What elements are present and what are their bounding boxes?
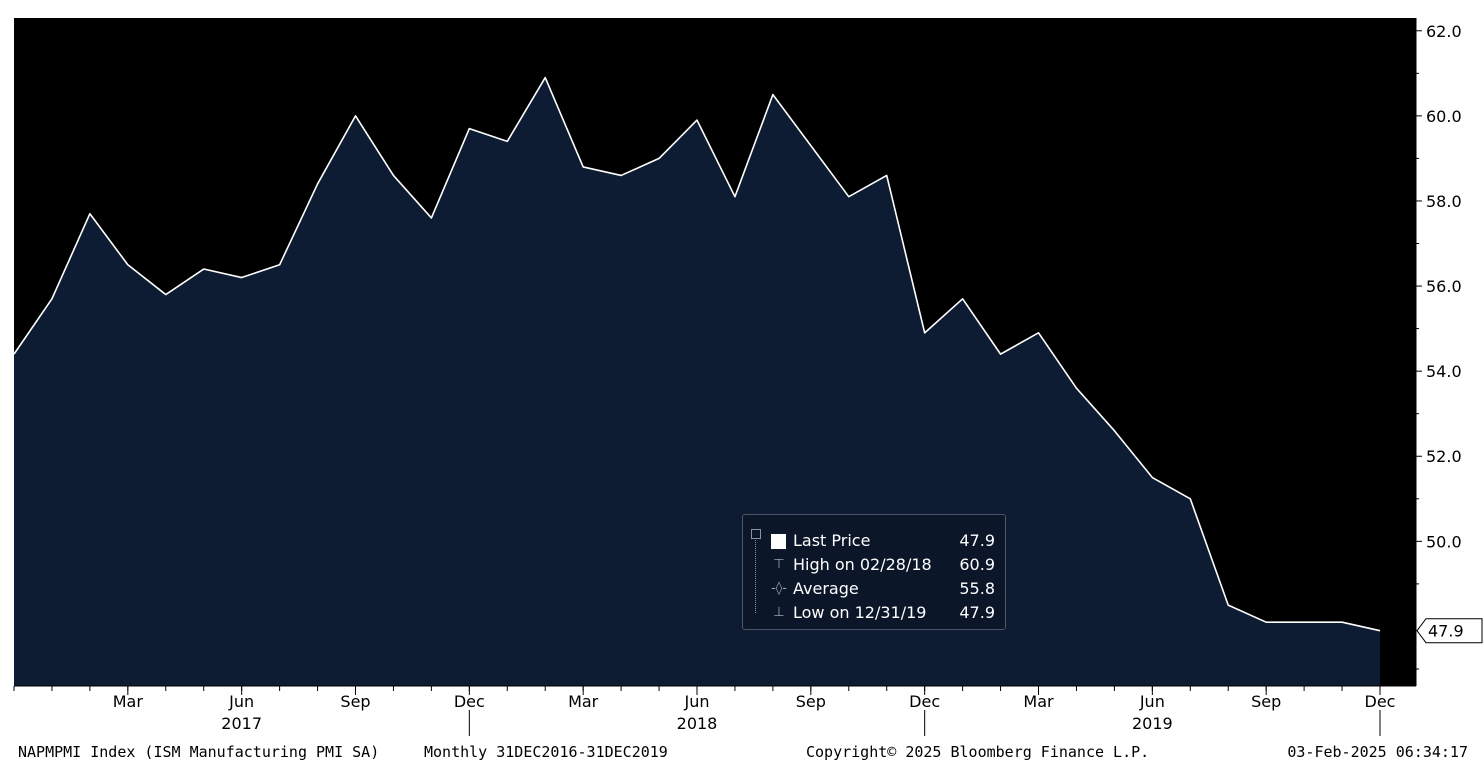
footer-period: Monthly 31DEC2016-31DEC2019 [424,743,668,761]
legend-entry-low: ⊥ Low on 12/31/19 47.9 [743,601,1005,625]
x-tick-label: Jun [684,692,710,711]
y-tick-label: 60.0 [1426,107,1462,126]
average-marker-icon: -◊- [771,581,787,596]
x-tick-label: Mar [1023,692,1054,711]
x-tick-label: Jun [1139,692,1165,711]
y-tick-label: 50.0 [1426,532,1462,551]
x-tick-label: Mar [568,692,599,711]
footer-ticker: NAPMPMI Index (ISM Manufacturing PMI SA) [18,743,380,761]
chart-svg: 62.0 60.0 58.0 56.0 54.0 52.0 50.0 47.9 Mar Jun Se… [13,18,1483,736]
legend-tree-line [755,529,766,613]
legend-label: Average [793,579,859,598]
legend-value: 47.9 [959,531,995,550]
x-tick-label: Mar [113,692,144,711]
area-fill [14,77,1380,686]
axis-layer: 62.0 60.0 58.0 56.0 54.0 52.0 50.0 47.9 Mar Jun Se… [13,18,1483,736]
x-tick-label: Jun [228,692,254,711]
x-tick-label: Sep [796,692,826,711]
y-tick-label: 62.0 [1426,22,1462,41]
footer-copyright: Copyright© 2025 Bloomberg Finance L.P. [806,743,1150,761]
area-layer [13,76,1381,686]
year-label: 2018 [677,714,718,733]
y-tick-label: 52.0 [1426,447,1462,466]
chart-legend: Last Price 47.9 ⊤ High on 02/28/18 60.9 … [742,514,1006,630]
legend-label: Last Price [793,531,871,550]
legend-entry-average: -◊- Average 55.8 [743,577,1005,601]
legend-entry-high: ⊤ High on 02/28/18 60.9 [743,553,1005,577]
y-tick-label: 54.0 [1426,362,1462,381]
y-tick-label: 56.0 [1426,277,1462,296]
legend-entry-last-price: Last Price 47.9 [743,529,1005,553]
legend-collapse-icon[interactable] [751,529,761,539]
legend-label: High on 02/28/18 [793,555,932,574]
high-marker-icon: ⊤ [773,557,785,572]
legend-label: Low on 12/31/19 [793,603,927,622]
x-tick-label: Sep [1251,692,1281,711]
year-label: 2017 [221,714,262,733]
x-tick-label: Dec [1365,692,1396,711]
low-marker-icon: ⊥ [773,605,785,620]
last-value-label: 47.9 [1428,622,1464,641]
y-tick-label: 58.0 [1426,192,1462,211]
x-tick-label: Dec [909,692,940,711]
x-tick-label: Sep [340,692,370,711]
series-line [13,76,1381,632]
legend-value: 55.8 [959,579,995,598]
square-swatch-icon [771,534,786,549]
legend-value: 47.9 [959,603,995,622]
footer-timestamp: 03-Feb-2025 06:34:17 [1287,743,1468,761]
legend-value: 60.9 [959,555,995,574]
last-value-flag [1416,618,1483,644]
year-label: 2019 [1132,714,1173,733]
x-tick-label: Dec [454,692,485,711]
